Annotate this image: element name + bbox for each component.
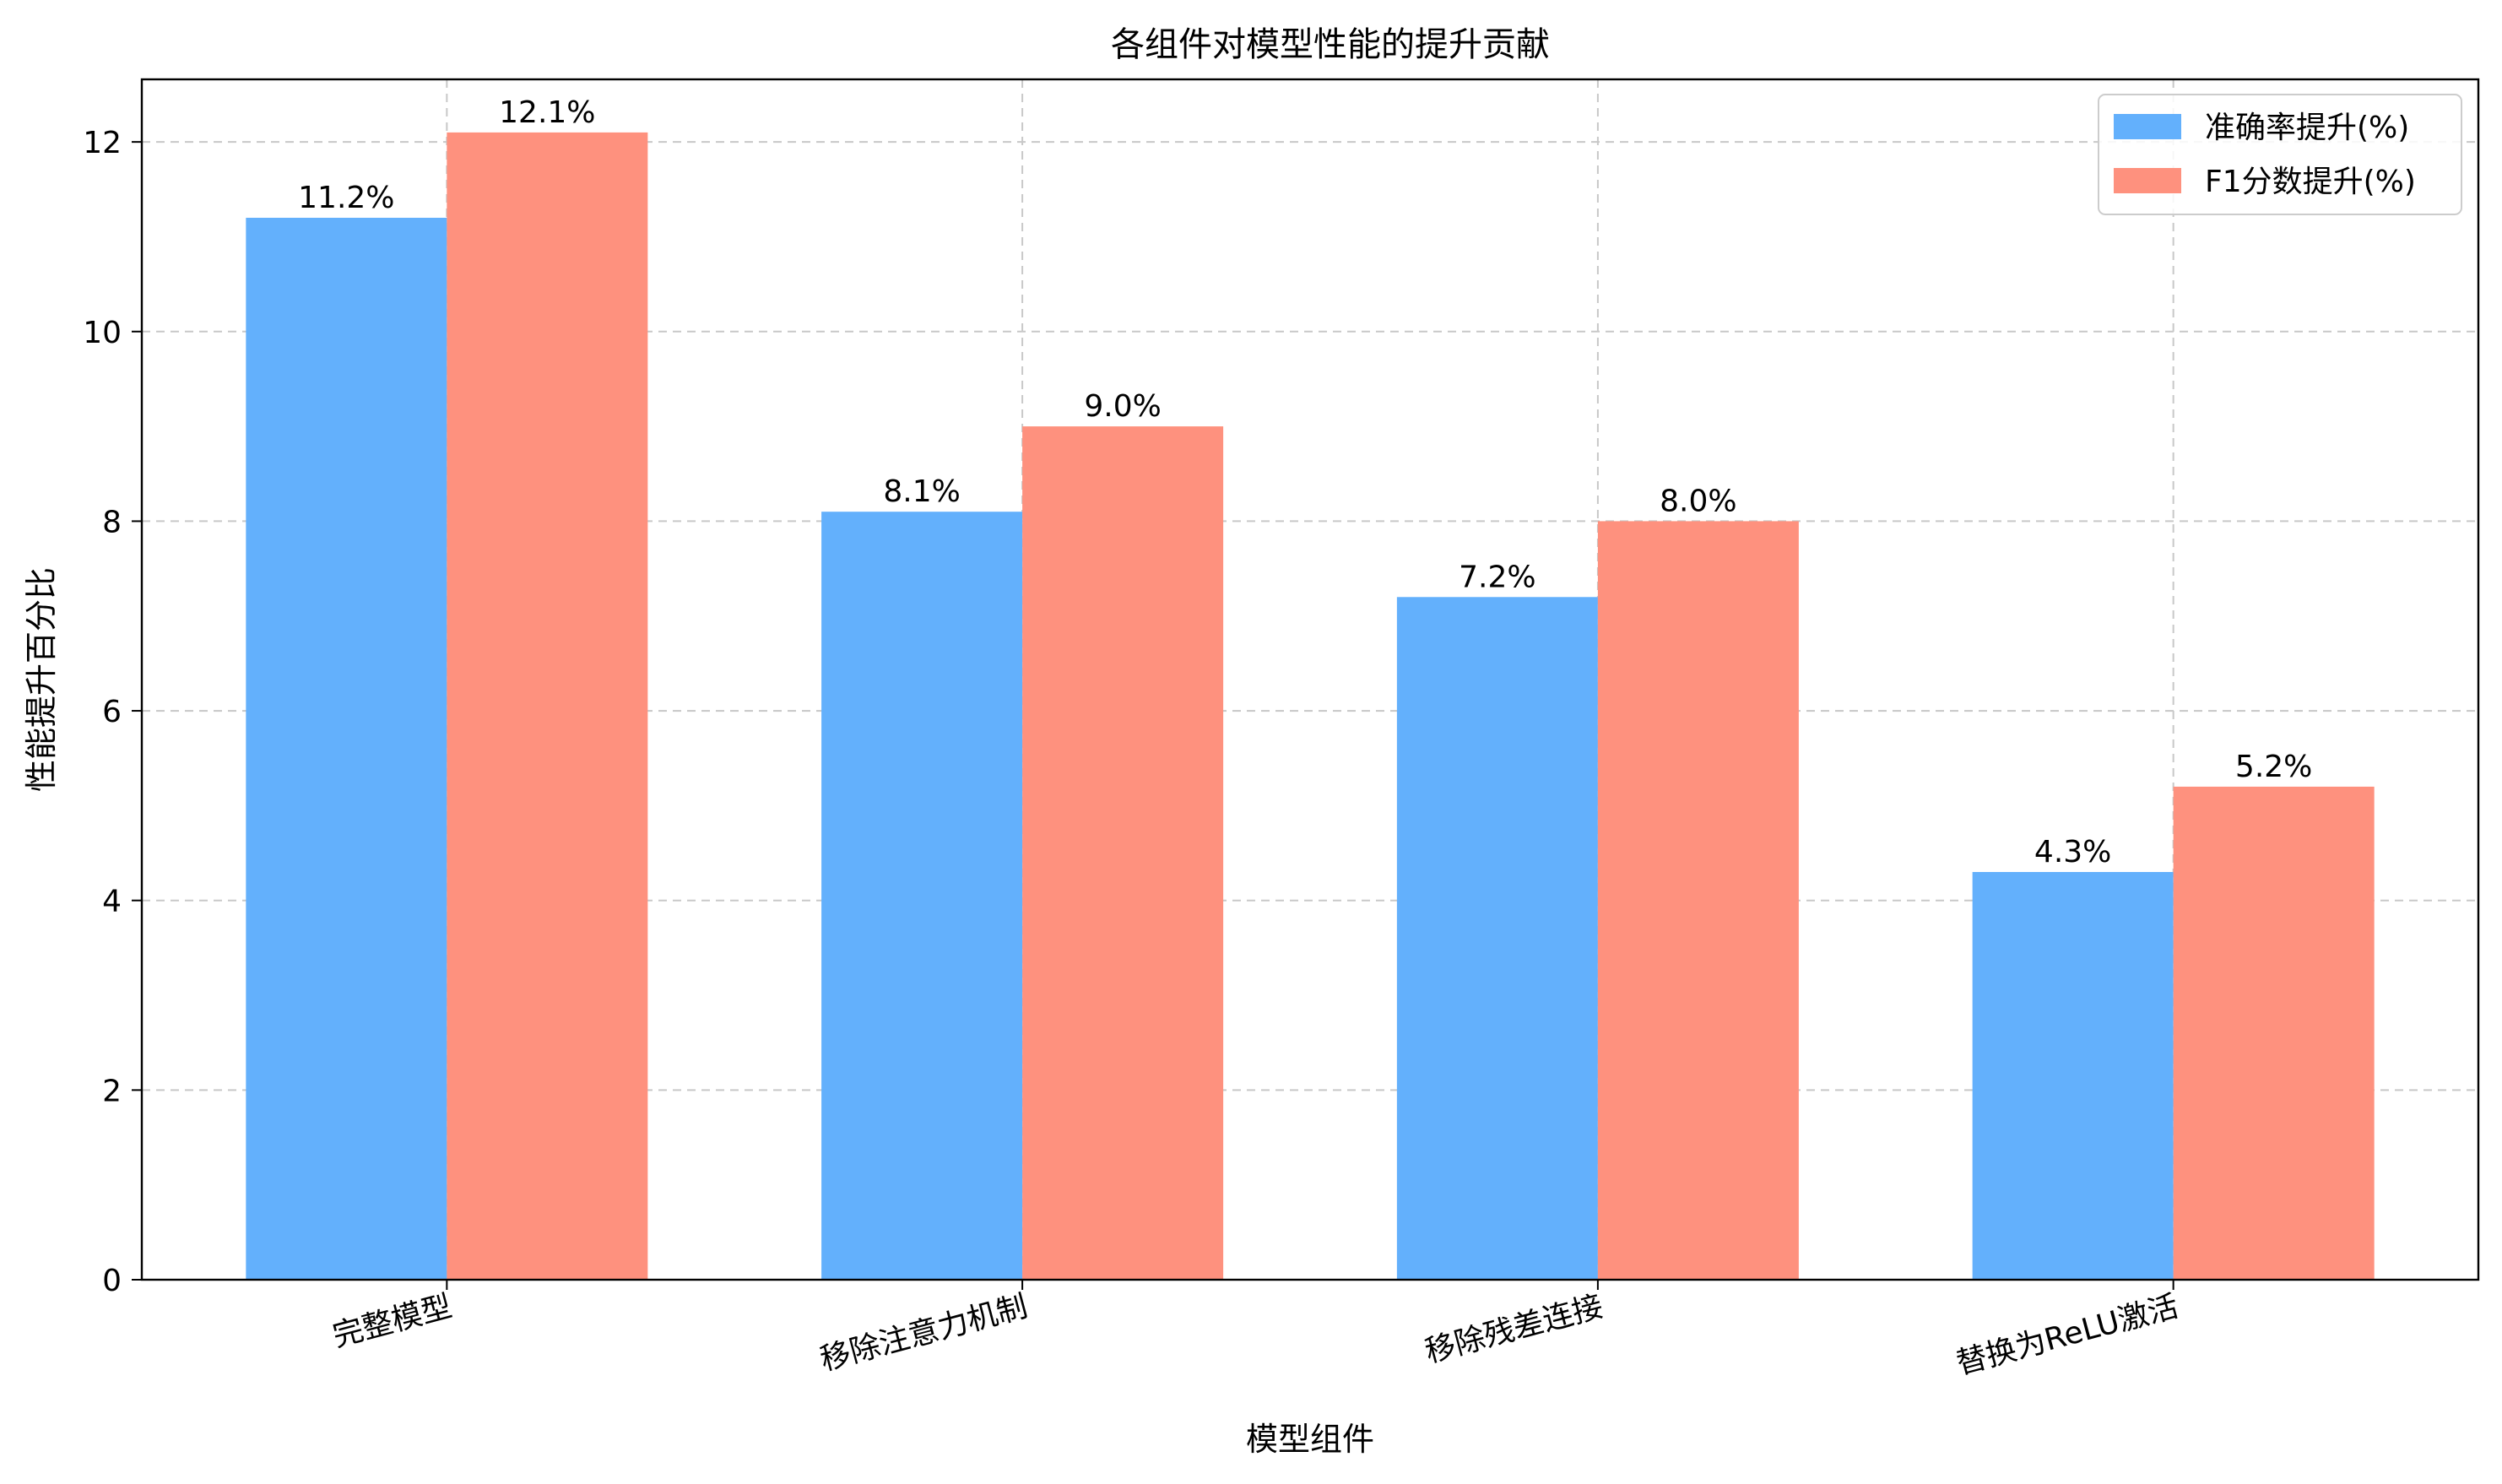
y-axis-label: 性能提升百分比 xyxy=(23,567,60,792)
chart-title: 各组件对模型性能的提升贡献 xyxy=(1111,25,1550,64)
bar-value-label: 4.3% xyxy=(2034,835,2111,869)
y-tick-label: 6 xyxy=(102,695,122,729)
bar-准确率提升-完整模型 xyxy=(246,217,447,1281)
axes-frame xyxy=(140,78,2480,1281)
data-label-layer: 11.2% 8.1% 7.2% 4.3% 12.1% 9.0% 8.0% 5.2% xyxy=(298,95,2312,869)
bar-layer xyxy=(246,132,2375,1281)
y-tick-label: 2 xyxy=(102,1074,122,1108)
bar-f1分数提升-完整模型 xyxy=(447,132,648,1280)
bar-value-label: 9.0% xyxy=(1084,389,1161,424)
bar-value-label: 8.1% xyxy=(883,474,960,509)
y-tick-label: 4 xyxy=(102,885,122,919)
legend: 准确率提升(%) F1分数提升(%) xyxy=(2098,94,2462,215)
legend-swatch-f1分数提升 xyxy=(2114,168,2181,193)
bar-准确率提升-移除残差连接 xyxy=(1396,597,1598,1280)
bar-f1分数提升-移除注意力机制 xyxy=(1022,426,1224,1281)
bar-准确率提升-替换为relu激活 xyxy=(1972,872,2174,1280)
bar-value-label: 5.2% xyxy=(2235,750,2312,784)
y-tick-label: 8 xyxy=(102,505,122,539)
legend-swatch-准确率提升 xyxy=(2114,114,2181,139)
bar-value-label: 8.0% xyxy=(1660,484,1736,518)
y-tick-label: 0 xyxy=(102,1264,122,1298)
bar-value-label: 12.1% xyxy=(499,95,595,130)
bar-f1分数提升-移除残差连接 xyxy=(1597,521,1799,1280)
y-tick-label: 12 xyxy=(83,126,122,160)
legend-label: F1分数提升(%) xyxy=(2205,165,2416,199)
y-tick-label: 10 xyxy=(83,316,122,350)
bar-准确率提升-移除注意力机制 xyxy=(821,512,1023,1280)
legend-label: 准确率提升(%) xyxy=(2205,111,2409,145)
legend-frame xyxy=(2098,94,2462,215)
x-axis-label: 模型组件 xyxy=(1246,1421,1374,1458)
bar-f1分数提升-替换为relu激活 xyxy=(2173,786,2375,1280)
bar-value-label: 7.2% xyxy=(1459,560,1535,594)
bar-value-label: 11.2% xyxy=(298,181,394,215)
